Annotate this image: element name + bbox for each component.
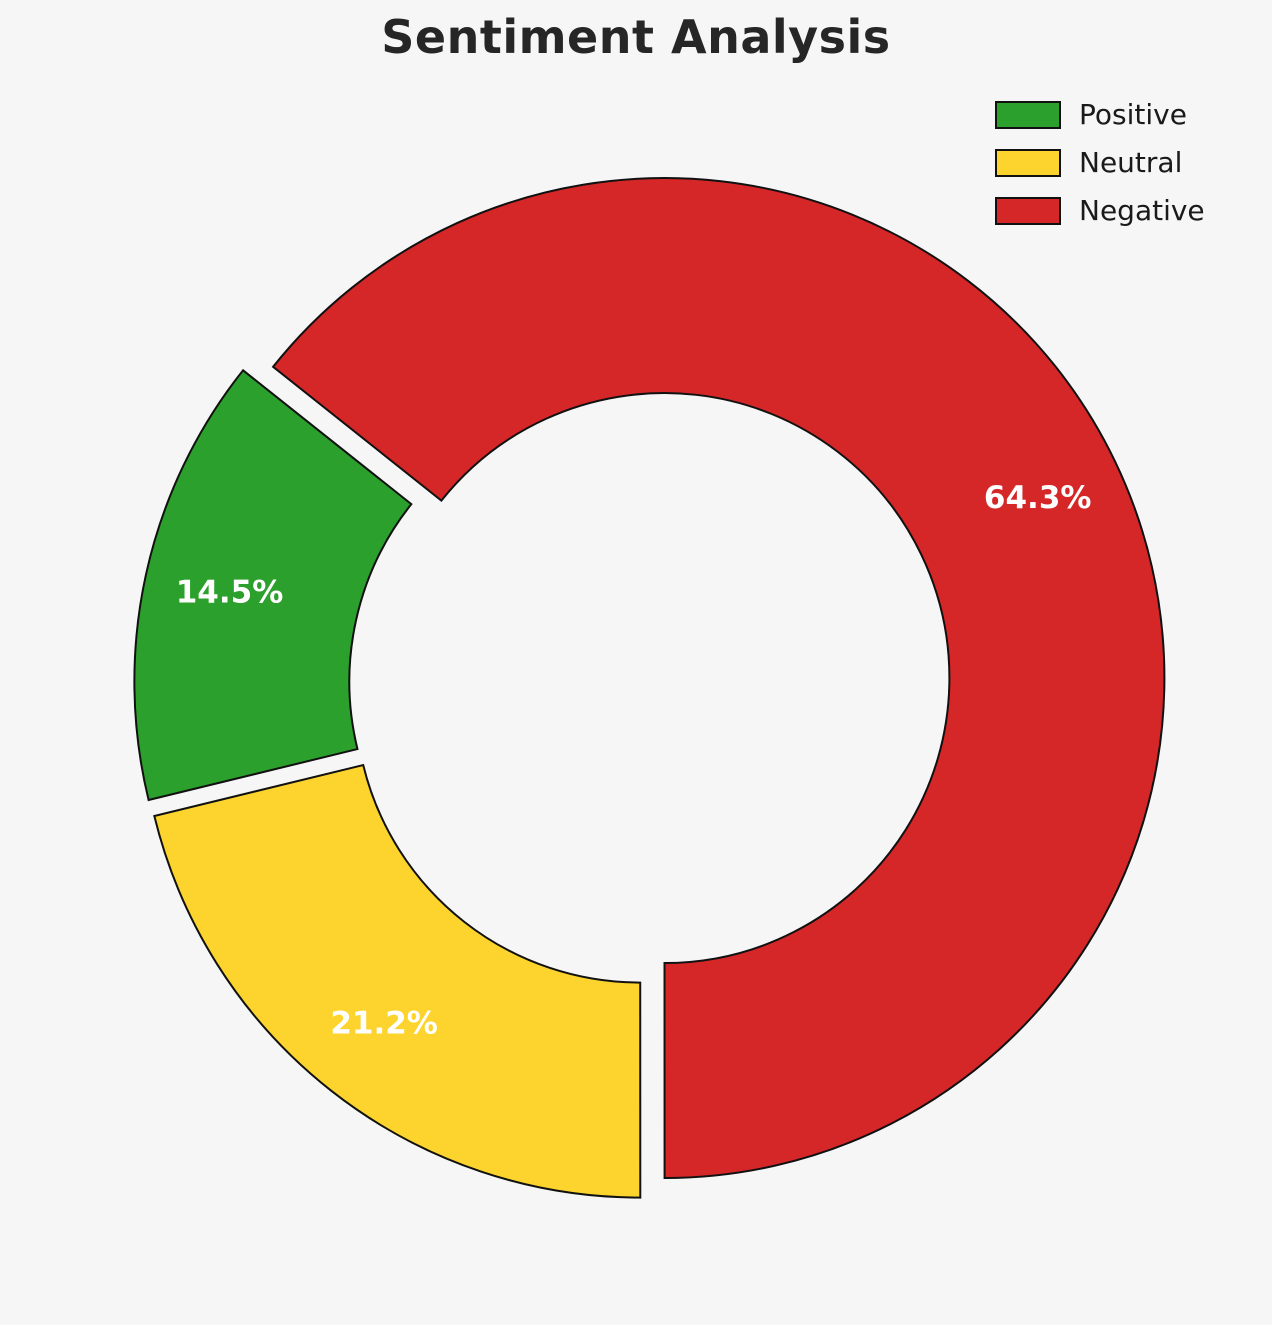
slice-percent-label-positive: 14.5% [176, 575, 284, 611]
slice-neutral [153, 763, 642, 1199]
chart-title: Sentiment Analysis [381, 10, 891, 64]
legend-item-negative: Negative [995, 194, 1205, 227]
legend-label-negative: Negative [1079, 194, 1205, 227]
legend: Positive Neutral Negative [995, 98, 1205, 227]
legend-label-positive: Positive [1079, 98, 1187, 131]
slice-negative [271, 177, 1166, 1180]
legend-item-neutral: Neutral [995, 146, 1205, 179]
legend-swatch-neutral [995, 148, 1061, 177]
slice-positive [133, 368, 413, 802]
slice-percent-label-neutral: 21.2% [330, 1006, 438, 1042]
slice-percent-label-negative: 64.3% [984, 480, 1092, 516]
legend-swatch-positive [995, 100, 1061, 129]
legend-item-positive: Positive [995, 98, 1205, 131]
legend-label-neutral: Neutral [1079, 146, 1183, 179]
legend-swatch-negative [995, 196, 1061, 225]
